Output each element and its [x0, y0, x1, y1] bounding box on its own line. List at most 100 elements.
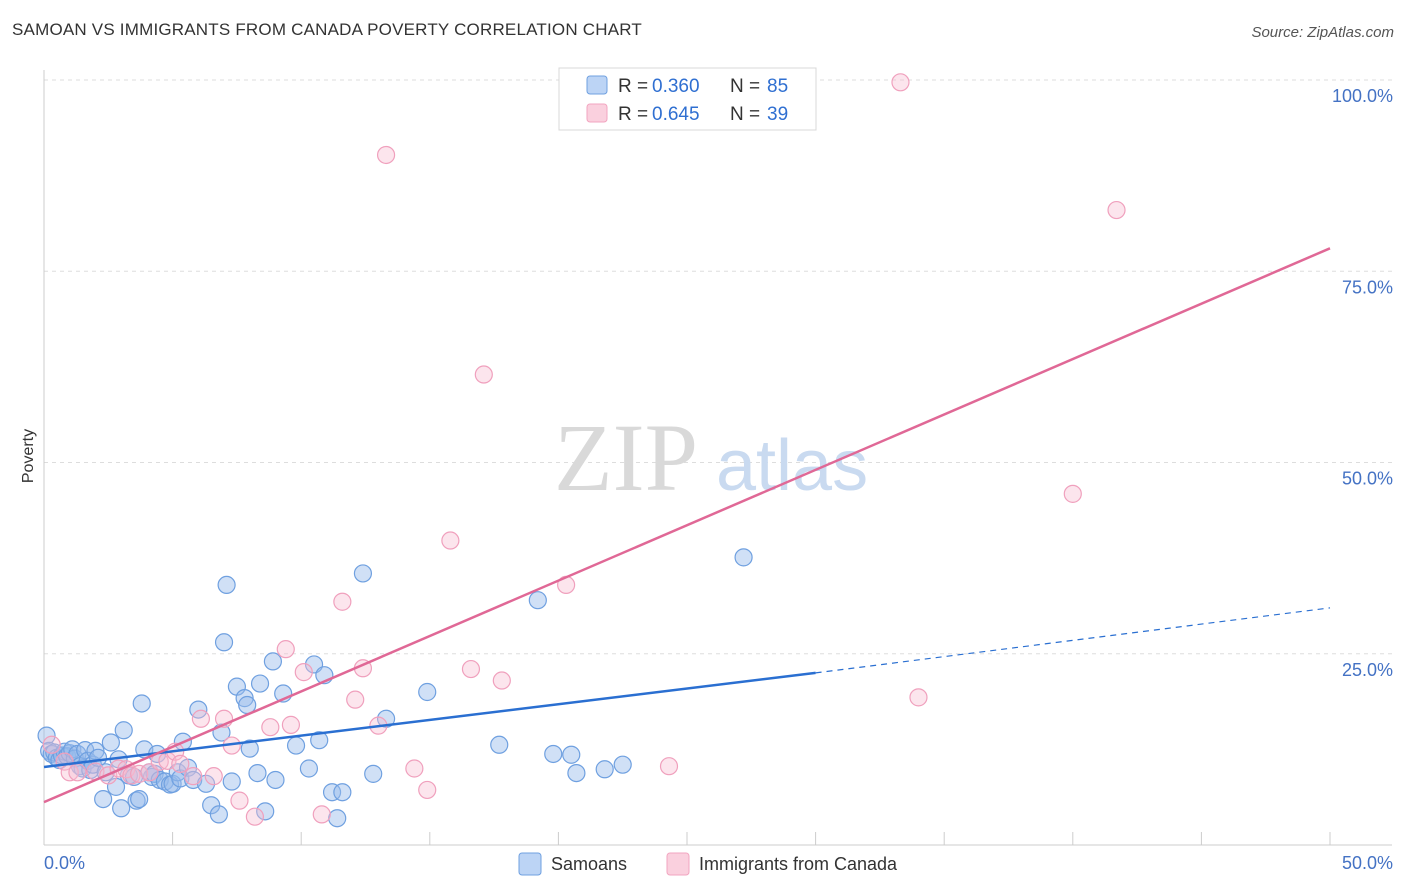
canada-point [68, 763, 87, 782]
samoans-point [322, 783, 342, 802]
samoans-point [112, 799, 131, 818]
canada-point [281, 715, 301, 734]
samoans-point [418, 682, 437, 702]
samoans-point [248, 763, 267, 783]
bottom-legend: Samoans Immigrants from Canada [518, 852, 898, 876]
samoans-point [37, 726, 56, 745]
canada-point [312, 805, 331, 824]
samoans-trend-extension [815, 607, 1331, 674]
y-tick-label: 50.0% [1342, 469, 1393, 489]
samoans-point [562, 745, 581, 764]
axes [43, 70, 1392, 846]
samoans-point [528, 591, 547, 610]
legend-r-value-2: 0.645 [652, 104, 700, 125]
canada-point [294, 663, 313, 682]
canada-point [891, 73, 910, 92]
samoans-point [266, 770, 285, 790]
bottom-legend-label-canada: Immigrants from Canada [699, 854, 898, 874]
canada-point [346, 690, 365, 709]
y-tick-label: 75.0% [1342, 277, 1393, 297]
y-tick-labels: 25.0% 50.0% 75.0% 100.0% [1332, 86, 1393, 680]
legend-r-value-1: 0.360 [652, 76, 700, 97]
samoans-point [613, 755, 632, 774]
watermark: ZIP atlas [554, 404, 868, 511]
legend-r-label-1: R = [618, 76, 648, 97]
x-tick-label: 50.0% [1342, 853, 1393, 873]
legend-r-label-2: R = [618, 104, 648, 125]
legend-swatch-canada [586, 103, 608, 123]
watermark-zip: ZIP [554, 404, 698, 511]
y-tick-label: 25.0% [1342, 660, 1393, 680]
samoans-point [734, 548, 753, 567]
samoans-point [114, 721, 133, 740]
legend-n-value-1: 85 [767, 76, 788, 97]
samoans-point [256, 802, 275, 821]
bottom-legend-swatch-canada [666, 852, 690, 876]
canada-point [1063, 484, 1082, 503]
y-axis-label: Poverty [20, 429, 37, 483]
samoans-point [364, 764, 383, 783]
canada-point [376, 145, 396, 165]
samoans-point [222, 772, 241, 791]
canada-point [261, 718, 280, 737]
canada-point [230, 791, 249, 810]
samoans-point [94, 789, 113, 809]
canada-point [909, 688, 928, 707]
samoans-point [490, 735, 509, 754]
canada-point [191, 709, 210, 728]
samoans-point [567, 763, 586, 783]
canada-point [276, 640, 295, 659]
canada-point [461, 659, 481, 679]
x-tick-labels: 0.0% 50.0% [44, 853, 1393, 873]
canada-point [441, 531, 460, 550]
samoans-point [328, 809, 347, 828]
samoans-point [209, 805, 228, 824]
canada-trend-line [43, 247, 1331, 804]
samoans-point [217, 575, 236, 595]
samoans-trend-line [43, 671, 816, 769]
canada-point [492, 671, 511, 690]
legend-n-value-2: 39 [767, 104, 788, 125]
y-tick-label: 100.0% [1332, 86, 1393, 106]
samoans-point [353, 564, 373, 583]
samoans-point [240, 739, 259, 758]
samoans-point [310, 731, 329, 750]
source-label: Source: ZipAtlas.com [1251, 24, 1394, 41]
samoans-point [286, 736, 306, 755]
samoans-point [130, 789, 149, 809]
canada-point [245, 807, 265, 826]
samoans-point [263, 652, 283, 671]
legend-n-label-1: N = [730, 76, 760, 97]
canada-point [474, 365, 493, 384]
canada-point [204, 767, 223, 786]
trend-lines [43, 247, 1331, 804]
canada-point [418, 780, 437, 800]
canada-point [659, 757, 679, 776]
samoans-point [595, 760, 614, 779]
samoans-point [214, 633, 234, 652]
samoans-point [101, 733, 120, 752]
samoans-point [544, 744, 563, 764]
watermark-atlas: atlas [716, 426, 868, 506]
data-points [37, 73, 1126, 828]
bottom-legend-swatch-samoans [518, 852, 542, 876]
canada-point [1107, 200, 1126, 220]
chart-title: SAMOAN VS IMMIGRANTS FROM CANADA POVERTY… [12, 20, 642, 39]
samoans-point [376, 709, 396, 728]
samoans-point [333, 783, 352, 802]
samoans-point [250, 674, 270, 693]
canada-point [405, 759, 424, 778]
samoans-point [299, 759, 319, 778]
x-tick-label: 0.0% [44, 853, 85, 873]
samoans-point [202, 796, 221, 815]
legend-n-label-2: N = [730, 104, 760, 125]
legend-swatch-samoans [586, 75, 608, 95]
canada-point [333, 592, 352, 611]
grid [44, 79, 1392, 655]
samoans-point [132, 694, 151, 713]
canada-point [184, 767, 203, 786]
canada-point [171, 754, 190, 774]
legend: R = 0.360 N = 85 R = 0.645 N = 39 [558, 67, 817, 131]
bottom-legend-label-samoans: Samoans [551, 854, 627, 874]
